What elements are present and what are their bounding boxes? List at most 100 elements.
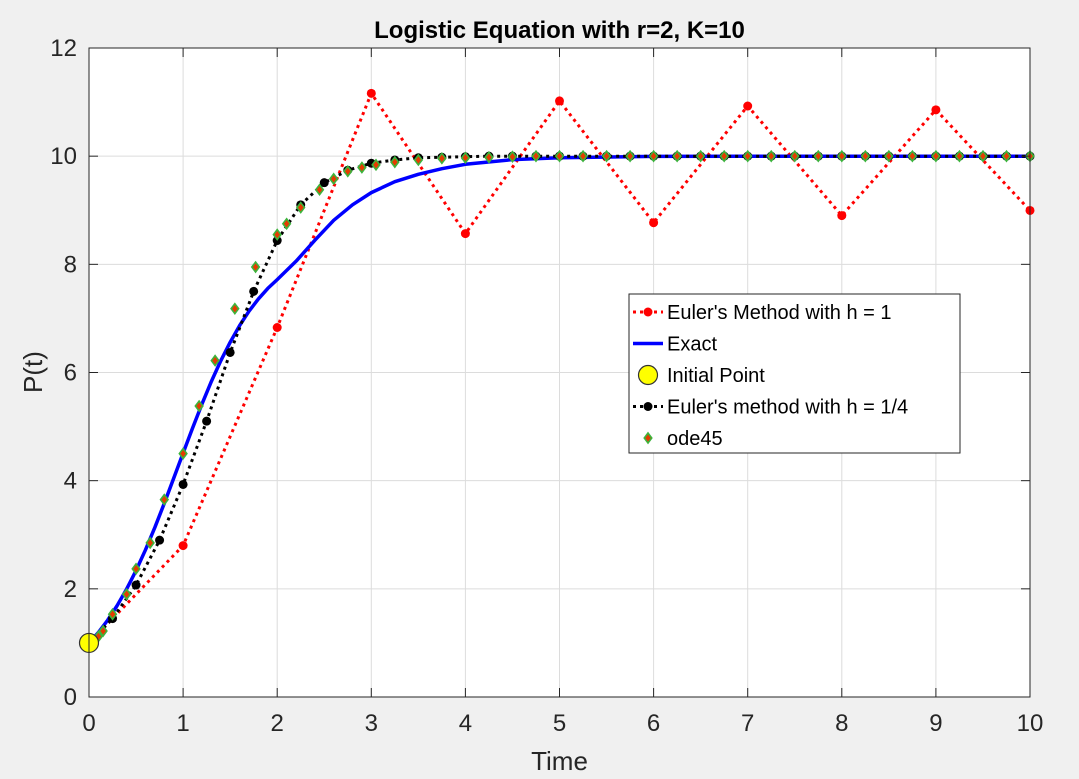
ode45-point [460,151,471,165]
euler-h025-point [249,286,259,296]
ode45-point [281,217,292,231]
x-tick-label: 5 [553,710,566,737]
ode45-point [695,149,706,163]
x-tick-label: 8 [835,710,848,737]
chart-title: Logistic Equation with r=2, K=10 [374,17,745,44]
ode45-point [790,149,800,163]
x-axis-label: Time [531,746,588,776]
ode45-point [314,183,325,197]
legend-marker-swatch [643,307,653,317]
legend-entry: Exact [633,334,717,356]
euler-h1-point [649,218,659,228]
ode45-point [719,149,729,163]
legend-entry: Euler's method with h = 1/4 [633,397,908,419]
legend-entry: Initial Point [637,364,765,387]
ode45-point [210,354,220,367]
x-tick-label: 6 [647,710,660,737]
legend-entry: Euler's Method with h = 1 [633,302,892,324]
x-tick-label: 9 [929,710,942,737]
x-tick-label: 1 [176,710,189,737]
ode45-point [860,149,871,163]
euler-h1-point [460,229,470,239]
ode45-point [742,149,753,163]
euler-h1-point [837,211,847,221]
ode45-point [145,536,155,550]
ode45-point [554,149,565,163]
legend-box [628,293,961,454]
ode45-point [625,149,635,163]
ode45-point [437,151,447,165]
euler-h1-point [743,101,753,111]
ode45-point [531,149,541,163]
plot-area [78,88,1035,654]
ode45-point [954,149,965,163]
ode45-point [131,562,141,576]
euler-h1-point [931,105,941,115]
y-tick-label: 8 [64,251,77,278]
legend-marker-swatch [643,431,653,445]
y-tick-label: 10 [50,143,77,170]
ode45-point [328,172,339,186]
euler-h1-point [555,96,564,106]
y-tick-label: 6 [64,360,77,387]
legend-marker-swatch [643,402,653,411]
ode45-point [907,149,918,163]
euler-h1-point [178,541,188,551]
y-axis-label: P(t) [18,351,48,393]
euler-h1-point [366,88,376,98]
euler-h025-point [319,178,329,188]
y-tick-label: 2 [64,576,77,603]
ode45-point [578,149,588,163]
x-tick-label: 3 [365,710,378,737]
ode45-point [357,161,367,174]
legend-label: Euler's Method with h = 1 [667,302,892,324]
euler-h025-point [202,416,212,426]
legend: Euler's Method with h = 1 Exact Initial Po… [628,293,961,454]
ode45-point [884,149,894,163]
x-tick-label: 2 [271,710,284,737]
ode45-point [272,228,282,241]
x-tick-label: 4 [459,710,472,737]
euler-h025-point [225,347,235,357]
ode45-point [1001,149,1012,163]
legend-label: ode45 [667,428,723,450]
ode45-point [413,153,424,167]
legend-label: Euler's method with h = 1/4 [667,397,908,419]
y-tick-label: 0 [64,684,77,711]
ode45-point [98,624,108,638]
ode45-point [978,149,988,163]
euler-h025-point [178,479,188,489]
ode45-point [230,302,240,316]
ode45-point [601,149,612,163]
ode45-point [390,155,400,169]
ode45-point [178,447,188,460]
y-tick-label: 12 [50,35,77,62]
ode45-point [484,150,494,164]
ode45-point [343,164,353,178]
ode45-point [931,149,941,163]
euler-h1-point [272,323,282,333]
x-tick-label: 7 [741,710,754,737]
ode45-point [813,149,824,163]
ode45-point [295,201,306,214]
ode45-point [250,260,261,274]
ode45-point [107,607,118,621]
x-tick-label: 0 [82,710,95,737]
ode45-point [371,158,381,172]
ode45-point [837,149,847,163]
legend-marker-swatch [637,364,659,386]
euler-h025-point [155,535,165,545]
ode45-point [194,399,204,413]
ode45-point [159,493,170,506]
ode45-point [648,149,659,163]
ode45-point [766,149,776,163]
ode45-point [507,150,518,164]
ode45-point [672,149,682,163]
euler-h025-point [131,580,141,590]
ode45-point [121,587,132,601]
legend-label: Exact [667,334,717,356]
legend-entry: ode45 [643,428,723,450]
x-tick-label: 10 [1017,710,1044,737]
